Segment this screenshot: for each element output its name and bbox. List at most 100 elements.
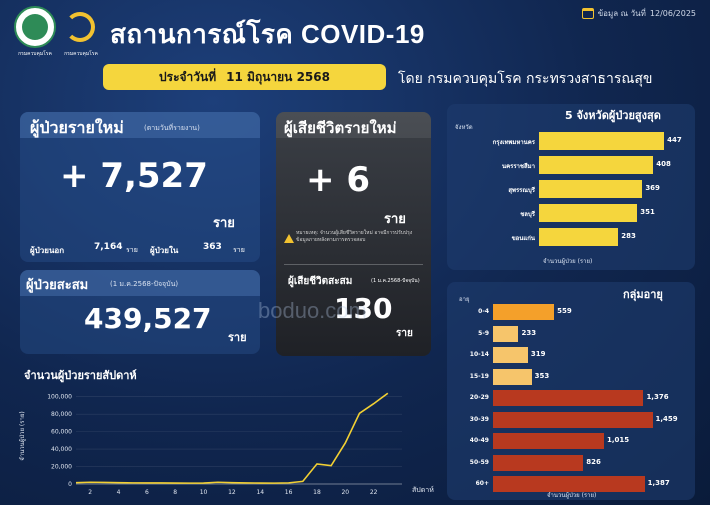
x-tick-label: 4 <box>117 489 121 496</box>
inpatient-value: 363 <box>203 242 222 252</box>
bar-label: 10-14 <box>469 351 489 358</box>
y-tick-label: 40,000 <box>51 446 72 453</box>
cumulative-panel: ผู้ป่วยสะสม (1 ม.ค.2568-ปัจจุบัน) 439,52… <box>20 270 260 354</box>
logo2-caption: กรมควบคุมโรค <box>64 51 98 57</box>
province-category-header: จังหวัด <box>455 124 473 131</box>
badge-date: 11 มิถุนายน 2568 <box>226 69 330 84</box>
deaths-cum-value: 130 <box>334 292 393 325</box>
bar-label: ชลบุรี <box>520 211 535 218</box>
series-line <box>75 392 389 484</box>
watermark: boduo.com <box>258 298 367 323</box>
deaths-panel: ผู้เสียชีวิตรายใหม่ + 6 ราย หมายเหตุ: จำ… <box>276 112 431 356</box>
bar-value-label: 447 <box>667 136 682 144</box>
weekly-chart-title: จำนวนผู้ป่วยรายสัปดาห์ <box>24 369 137 382</box>
bar-label: 0-4 <box>478 308 489 315</box>
bar-label: 40-49 <box>469 437 489 444</box>
bar <box>493 368 532 385</box>
bar-value-label: 559 <box>557 307 572 315</box>
bar <box>493 304 555 320</box>
bar-label: นครราชสีมา <box>502 163 535 170</box>
y-tick-label: 80,000 <box>51 411 72 418</box>
deaths-note: หมายเหตุ: จำนวนผู้เสียชีวิตรายใหม่ อาจมี… <box>296 230 413 243</box>
x-tick-label: 18 <box>313 489 321 496</box>
cumulative-value: 439,527 <box>84 302 212 335</box>
x-tick-label: 6 <box>145 489 149 496</box>
logo1-caption: กรมควบคุมโรค <box>18 51 52 57</box>
bar-value-label: 319 <box>530 350 546 358</box>
deaths-label: ผู้เสียชีวิตรายใหม่ <box>284 119 397 137</box>
bar <box>539 228 619 246</box>
data-date: ข้อมูล ณ วันที่ 12/06/2025 <box>581 7 696 20</box>
bar <box>539 132 665 150</box>
x-tick-label: 16 <box>285 489 293 496</box>
bar-label: 15-19 <box>469 372 489 380</box>
y-tick-label: 60,000 <box>51 429 72 436</box>
page-title: สถานการณ์โรค COVID-19 <box>110 19 425 49</box>
new-cases-sublabel: (ตามวันที่รายงาน) <box>144 124 200 132</box>
calendar-icon <box>581 8 594 19</box>
bar-value-label: 826 <box>586 457 601 466</box>
province-chart-panel: 5 จังหวัดผู้ป่วยสูงสุด จังหวัด กรุงเทพมห… <box>447 104 695 270</box>
age-category-header: อายุ <box>459 296 470 303</box>
bar-value-label: 1,459 <box>655 414 678 423</box>
bar <box>493 454 584 471</box>
deaths-divider <box>284 264 423 265</box>
new-cases-unit: ราย <box>213 216 235 231</box>
x-tick-label: 14 <box>256 489 264 496</box>
bar-label: 60+ <box>475 480 489 487</box>
bar-label: 30-39 <box>469 415 489 423</box>
bar-value-label: 233 <box>521 328 537 337</box>
bar <box>493 476 645 492</box>
bar <box>493 347 528 363</box>
outpatient-label: ผู้ป่วยนอก <box>30 246 65 255</box>
y-axis-label: จำนวนผู้ป่วย (ราย) <box>19 411 26 460</box>
bar <box>493 390 644 406</box>
bar-label: สุพรรณบุรี <box>508 187 535 194</box>
cumulative-label: ผู้ป่วยสะสม <box>26 278 89 293</box>
weekly-line-chart: 0 20,000 40,000 60,000 80,000 100,000 2 4 6 8 10 12… <box>19 392 434 496</box>
bar-value-label: 1,015 <box>606 436 630 444</box>
x-tick-label: 2 <box>88 489 92 496</box>
age-chart-panel: กลุ่มอายุ อายุ 0-4 559 5-9 233 10-14 319 15-19… <box>447 282 695 500</box>
bar-label: 5-9 <box>478 329 489 337</box>
bar <box>493 433 604 449</box>
publisher: โดย กรมควบคุมโรค กระทรวงสาธารณสุข <box>398 71 653 87</box>
new-cases-panel: ผู้ป่วยรายใหม่ (ตามวันที่รายงาน) + 7,527… <box>20 112 260 262</box>
province-chart-title: 5 จังหวัดผู้ป่วยสูงสุด <box>565 109 661 122</box>
new-cases-label: ผู้ป่วยรายใหม่ <box>30 118 124 137</box>
x-tick-label: 12 <box>228 489 236 496</box>
bar <box>539 156 654 174</box>
x-tick-label: 10 <box>200 489 208 496</box>
y-tick-label: 0 <box>68 481 72 488</box>
deaths-unit: ราย <box>384 212 406 227</box>
y-tick-label: 20,000 <box>51 464 72 471</box>
bar-label: 20-29 <box>469 394 489 401</box>
deaths-cum-unit: ราย <box>396 328 413 339</box>
report-date-badge: ประจำวันที่ 11 มิถุนายน 2568 <box>103 64 386 90</box>
date-value: 12/06/2025 <box>649 9 696 18</box>
deaths-cum-sublabel: (1 ม.ค.2568-ปัจจุบัน) <box>371 278 420 284</box>
bar-value-label: 369 <box>645 184 660 192</box>
deaths-cum-label: ผู้เสียชีวิตสะสม <box>288 276 353 287</box>
age-xlabel: จำนวนผู้ป่วย (ราย) <box>547 492 597 499</box>
moph-logo <box>14 6 56 48</box>
x-tick-label: 8 <box>173 489 177 496</box>
cumulative-sublabel: (1 ม.ค.2568-ปัจจุบัน) <box>110 280 179 288</box>
inpatient-label: ผู้ป่วยใน <box>150 246 179 255</box>
bar-value-label: 351 <box>640 208 655 216</box>
new-cases-value: + 7,527 <box>60 156 208 196</box>
outpatient-value: 7,164 <box>94 242 123 252</box>
cumulative-unit: ราย <box>228 331 247 344</box>
bar-label: ขอนแก่น <box>511 235 535 242</box>
badge-prefix: ประจำวันที่ <box>159 69 217 84</box>
new-cases-header <box>20 112 260 138</box>
x-tick-label: 22 <box>370 489 378 496</box>
cumulative-header <box>20 270 260 296</box>
x-tick-label: 20 <box>341 489 349 496</box>
bar <box>539 204 638 222</box>
bar-value-label: 283 <box>621 232 636 240</box>
bar <box>539 180 643 198</box>
warning-icon <box>284 234 294 243</box>
age-chart-title: กลุ่มอายุ <box>623 288 663 301</box>
bar-label: 50-59 <box>469 458 489 466</box>
